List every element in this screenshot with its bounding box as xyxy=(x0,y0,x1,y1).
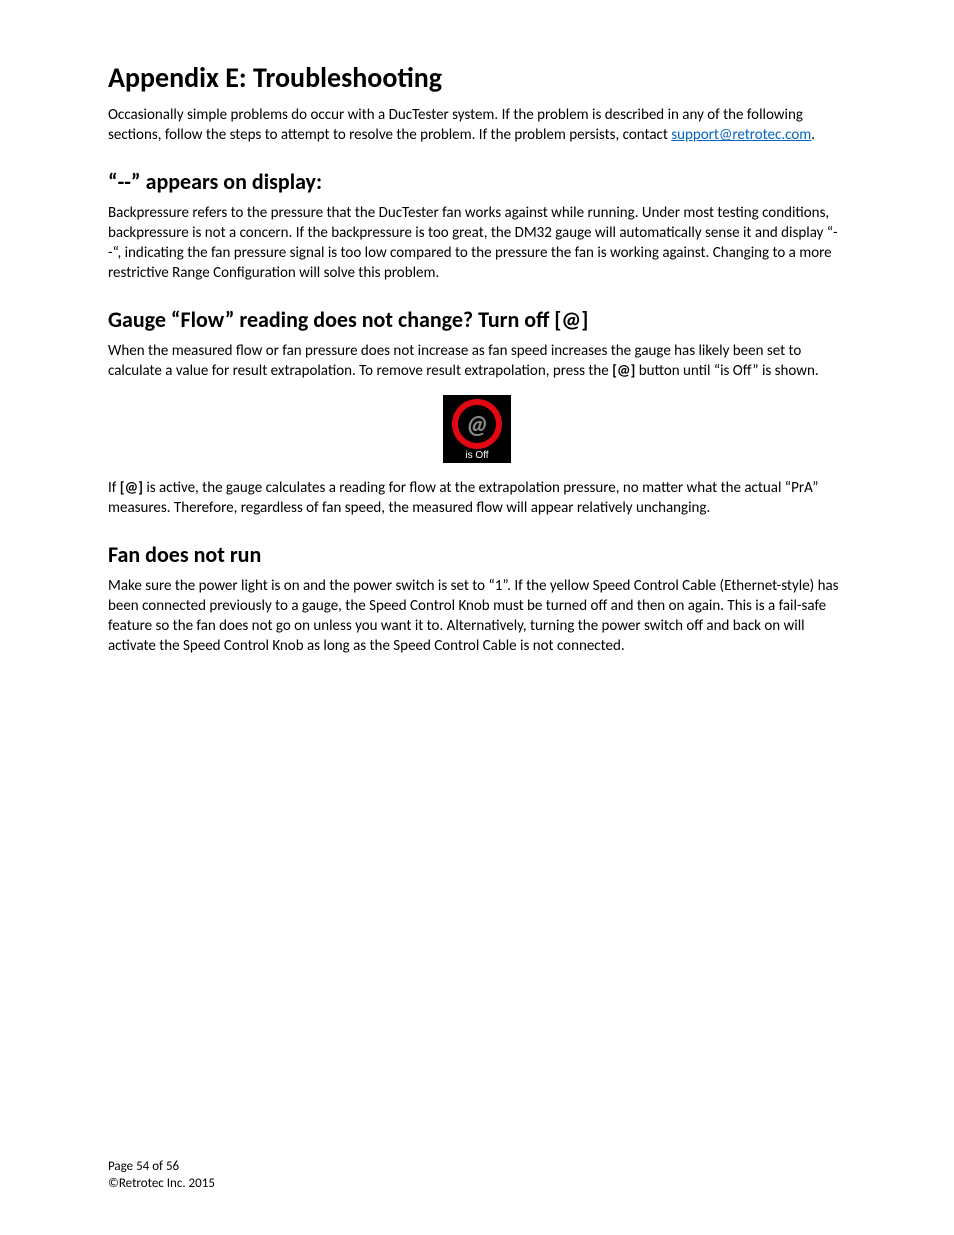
intro-paragraph: Occasionally simple problems do occur wi… xyxy=(108,105,846,146)
section-3-heading: Fan does not run xyxy=(108,541,846,568)
section-2-body-2-pre: If xyxy=(108,479,120,497)
footer-page-number: Page 54 of 56 xyxy=(108,1159,215,1176)
at-symbol-strong-2: [@] xyxy=(120,479,143,497)
section-3-body: Make sure the power light is on and the … xyxy=(108,576,846,657)
at-icon-ring: @ xyxy=(452,399,502,449)
document-page: Appendix E: Troubleshooting Occasionally… xyxy=(0,0,954,1235)
section-2-heading: Gauge “Flow” reading does not change? Tu… xyxy=(108,306,846,333)
footer-copyright: ©Retrotec Inc. 2015 xyxy=(108,1176,215,1193)
at-off-icon: @ is Off xyxy=(443,395,511,463)
section-2-body-2: If [@] is active, the gauge calculates a… xyxy=(108,478,846,519)
at-icon-glyph: @ xyxy=(458,405,496,443)
section-2-body-1: When the measured flow or fan pressure d… xyxy=(108,341,846,382)
at-icon-label: is Off xyxy=(443,450,511,461)
support-email-link[interactable]: support@retrotec.com xyxy=(671,126,811,144)
at-symbol-strong: [@] xyxy=(612,362,635,380)
section-2-body-1-post: button until “is Off” is shown. xyxy=(635,362,818,380)
section-1-heading: “--” appears on display: xyxy=(108,168,846,195)
page-title: Appendix E: Troubleshooting xyxy=(108,60,846,95)
at-icon-figure: @ is Off xyxy=(108,395,846,468)
page-footer: Page 54 of 56 ©Retrotec Inc. 2015 xyxy=(108,1159,215,1193)
section-1-body: Backpressure refers to the pressure that… xyxy=(108,203,846,284)
section-2-body-2-post: is active, the gauge calculates a readin… xyxy=(108,479,818,517)
intro-text-post: . xyxy=(811,126,815,144)
